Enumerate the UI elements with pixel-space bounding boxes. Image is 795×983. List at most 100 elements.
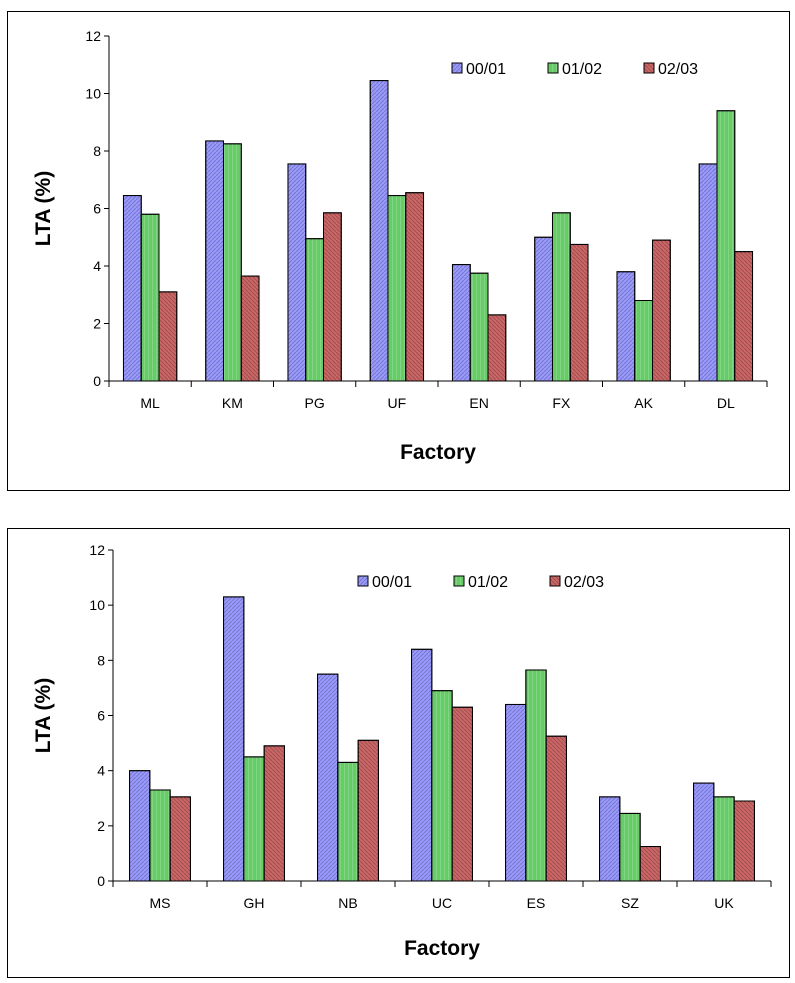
bar-texture	[716, 110, 736, 382]
bar-texture	[616, 271, 636, 382]
y-tick-label: 10	[85, 86, 101, 102]
legend-swatch-texture	[357, 575, 369, 587]
legend-label-3: 02/03	[658, 61, 698, 78]
x-tick-label-fx: FX	[552, 395, 571, 411]
bar-texture	[505, 703, 527, 882]
y-tick-label: 12	[89, 542, 105, 558]
bar-texture	[639, 846, 661, 882]
y-tick-label: 2	[93, 316, 101, 332]
x-tick-label-nb: NB	[338, 895, 357, 911]
x-tick-label-ms: MS	[150, 895, 171, 911]
y-axis-ticks: 0 2 4 6 8 10 12	[89, 542, 113, 889]
bar-texture	[431, 690, 453, 882]
bar-texture	[733, 800, 755, 882]
bar-texture	[405, 192, 425, 382]
bar-texture	[323, 212, 342, 382]
y-axis-ticks: 0 2 4 6 8 10 12	[85, 28, 109, 389]
bar-chart-bottom: 0 2 4 6 8 10 12 MS GH NB UC ES SZ UK 00/01 01/02 02/03…	[32, 542, 772, 960]
bar-texture	[140, 213, 160, 382]
bar-texture	[634, 300, 654, 382]
bar-texture	[287, 163, 307, 382]
x-tick-label-uk: UK	[714, 895, 734, 911]
bar-texture	[357, 739, 379, 882]
x-tick-label-km: KM	[222, 395, 243, 411]
bar-texture	[693, 782, 715, 882]
bar-texture	[387, 195, 407, 382]
legend: 00/01 01/02 02/03	[357, 574, 604, 591]
y-tick-label: 8	[97, 652, 105, 668]
bar-texture	[149, 789, 171, 882]
bar-texture	[451, 264, 471, 382]
bar-texture	[451, 706, 473, 882]
bar-texture	[122, 195, 142, 382]
bar-texture	[525, 669, 547, 882]
y-axis-title: LTA (%)	[32, 678, 55, 753]
legend-label-2: 01/02	[468, 574, 508, 591]
axes	[112, 550, 771, 882]
chart-panel-top: 0 2 4 6 8 10 12 ML KM PG UF EN FX AK DL 00/01 01/02 02/…	[7, 11, 790, 491]
y-tick-label: 10	[89, 597, 105, 613]
bar-texture	[469, 272, 489, 382]
x-tick-label-ml: ML	[140, 395, 160, 411]
x-axis-ticks: ML KM PG UF EN FX AK DL	[108, 381, 768, 411]
bar-texture	[222, 143, 242, 382]
legend: 00/01 01/02 02/03	[451, 61, 698, 78]
bar-texture	[263, 745, 285, 882]
x-tick-label-dl: DL	[717, 395, 735, 411]
x-tick-label-uc: UC	[432, 895, 452, 911]
bar-texture	[734, 251, 754, 382]
x-axis-ticks: MS GH NB UC ES SZ UK	[112, 881, 772, 911]
legend-swatch-texture	[549, 575, 561, 587]
legend-label-1: 00/01	[466, 61, 506, 78]
y-tick-label: 6	[97, 708, 105, 724]
x-tick-label-pg: PG	[305, 395, 325, 411]
x-axis-title: Factory	[404, 937, 480, 960]
y-tick-label: 2	[97, 818, 105, 834]
bar-texture	[369, 80, 389, 382]
bar-texture	[487, 314, 507, 382]
legend-swatch-texture	[643, 62, 655, 74]
bars	[129, 596, 755, 882]
bar-texture	[337, 761, 359, 882]
chart-panel-bottom: 0 2 4 6 8 10 12 MS GH NB UC ES SZ UK 00/01 01/02 02/03…	[7, 528, 790, 978]
bar-texture	[599, 796, 621, 882]
bar-texture	[240, 275, 260, 382]
bar-texture	[652, 239, 671, 382]
bar-texture	[551, 212, 571, 382]
legend-swatch-texture	[451, 62, 463, 74]
bar-texture	[223, 596, 245, 882]
bar-chart-top: 0 2 4 6 8 10 12 ML KM PG UF EN FX AK DL 00/01 01/02 02/…	[32, 28, 768, 464]
legend-swatch-texture	[547, 62, 559, 74]
x-tick-label-sz: SZ	[621, 895, 639, 911]
bar-texture	[534, 236, 553, 382]
y-tick-label: 0	[93, 373, 101, 389]
bar-texture	[569, 243, 589, 382]
y-tick-label: 4	[93, 258, 101, 274]
bar-texture	[305, 238, 325, 382]
x-tick-label-es: ES	[527, 895, 546, 911]
legend-label-1: 00/01	[372, 574, 412, 591]
bar-texture	[619, 812, 641, 882]
y-tick-label: 6	[93, 201, 101, 217]
bar-texture	[158, 291, 178, 382]
x-tick-label-gh: GH	[244, 895, 265, 911]
x-tick-label-ak: AK	[634, 395, 653, 411]
x-axis-title: Factory	[400, 441, 476, 464]
bars	[122, 80, 754, 382]
legend-swatch-texture	[453, 575, 465, 587]
bar-texture	[545, 735, 567, 882]
y-axis-title: LTA (%)	[32, 171, 55, 246]
y-tick-label: 0	[97, 873, 105, 889]
bar-texture	[713, 796, 735, 882]
bar-texture	[243, 756, 265, 882]
y-tick-label: 4	[97, 763, 105, 779]
bar-texture	[411, 648, 433, 882]
x-tick-label-en: EN	[469, 395, 488, 411]
bar-texture	[317, 673, 339, 882]
legend-label-3: 02/03	[564, 574, 604, 591]
x-tick-label-uf: UF	[388, 395, 407, 411]
bar-texture	[169, 796, 191, 882]
bar-texture	[129, 770, 151, 882]
y-tick-label: 12	[85, 28, 101, 44]
y-tick-label: 8	[93, 143, 101, 159]
